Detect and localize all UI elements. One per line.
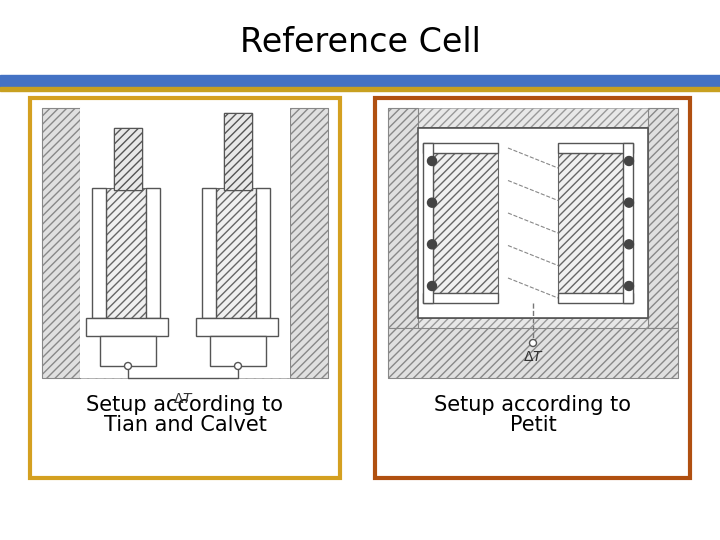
Bar (146, 188, 160, 318)
Bar (0, 75, 720, 87)
Bar (42, 108, 80, 378)
Bar (114, 128, 142, 190)
Bar (216, 188, 256, 318)
Bar (30, 98, 340, 478)
Bar (423, 143, 433, 303)
Bar (100, 336, 156, 366)
Bar (224, 113, 252, 190)
Bar (388, 108, 678, 378)
Circle shape (428, 240, 436, 249)
Bar (224, 113, 252, 190)
Bar (423, 293, 498, 303)
Circle shape (428, 198, 436, 207)
Bar (106, 188, 146, 318)
Bar (114, 128, 142, 190)
Bar (0, 87, 720, 91)
Bar (423, 143, 498, 153)
Bar (86, 318, 168, 336)
Bar (202, 188, 216, 318)
Bar (92, 188, 106, 318)
Circle shape (624, 281, 634, 291)
Bar (648, 108, 678, 328)
Circle shape (125, 362, 132, 369)
Text: $\Delta T$: $\Delta T$ (173, 392, 194, 406)
Bar (80, 108, 290, 378)
Text: $\Delta T$: $\Delta T$ (523, 350, 544, 364)
Bar (256, 188, 270, 318)
Circle shape (624, 157, 634, 165)
Bar (558, 143, 633, 153)
Circle shape (529, 340, 536, 347)
Bar (388, 328, 678, 378)
Text: Reference Cell: Reference Cell (240, 25, 480, 58)
Text: Tian and Calvet: Tian and Calvet (104, 415, 266, 435)
Bar (388, 108, 418, 328)
Circle shape (428, 157, 436, 165)
Bar (433, 153, 498, 293)
Text: Setup according to: Setup according to (86, 395, 284, 415)
Circle shape (235, 362, 241, 369)
Bar (418, 128, 648, 318)
Text: Petit: Petit (510, 415, 557, 435)
Bar (623, 143, 633, 303)
Circle shape (428, 281, 436, 291)
Bar (42, 108, 328, 378)
Bar (418, 128, 648, 318)
Bar (210, 336, 266, 366)
Circle shape (624, 198, 634, 207)
Text: Setup according to: Setup according to (434, 395, 631, 415)
Bar (196, 318, 278, 336)
Bar (558, 153, 623, 293)
Circle shape (624, 240, 634, 249)
Bar (558, 293, 633, 303)
Bar (290, 108, 328, 378)
Bar (375, 98, 690, 478)
